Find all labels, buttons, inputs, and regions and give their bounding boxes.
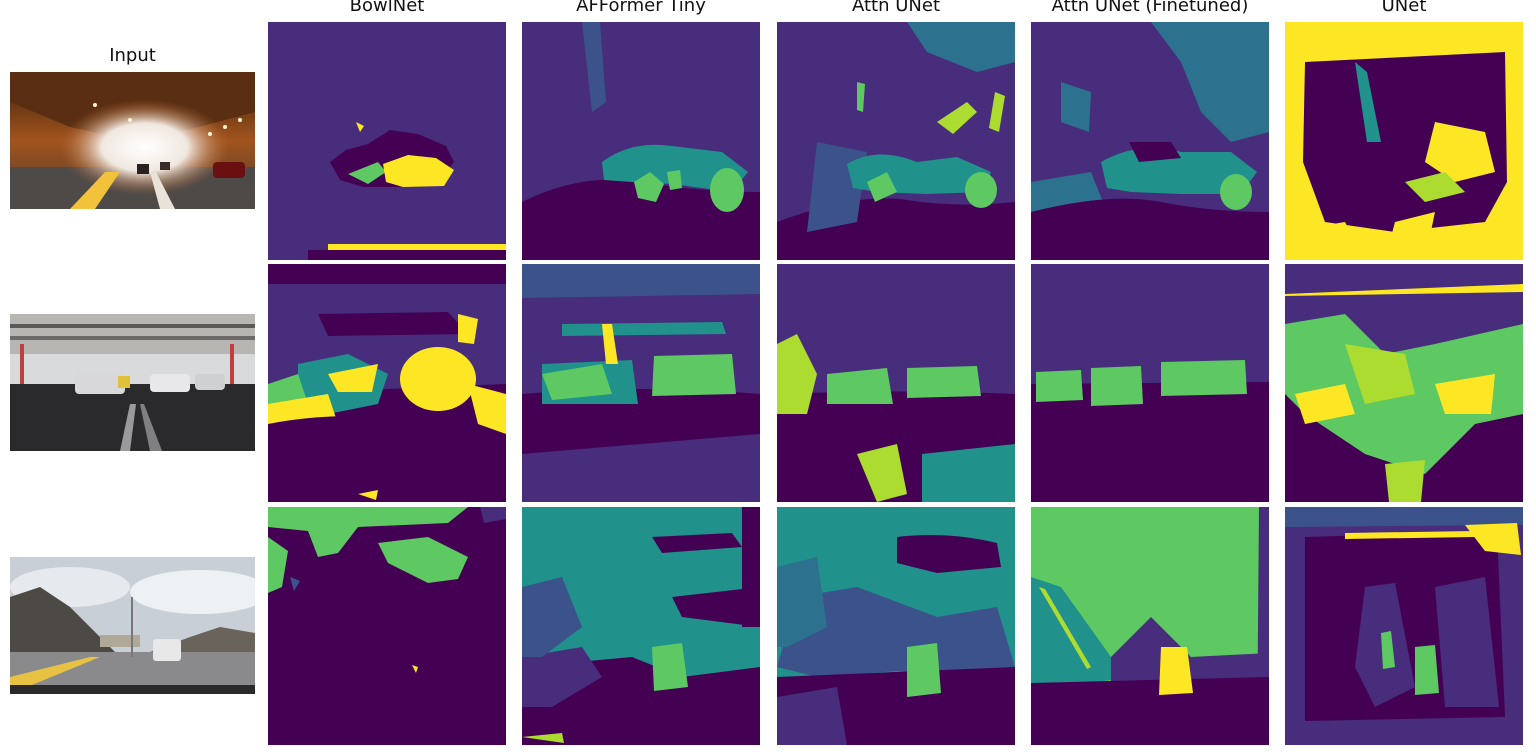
input-photo-tunnel bbox=[10, 72, 255, 209]
column-title-unet: UNet bbox=[1381, 0, 1427, 16]
segmentation-mountain-attn-unet bbox=[777, 507, 1015, 745]
column-title-attn-unet-finetuned: Attn UNet (Finetuned) bbox=[1051, 0, 1249, 16]
column-title-attn-unet: Attn UNet bbox=[851, 0, 940, 16]
column-title-bowlnet: BowlNet bbox=[349, 0, 425, 16]
input-photo-mountain bbox=[10, 557, 255, 694]
segmentation-tunnel-attn-unet bbox=[777, 22, 1015, 260]
input-title: Input bbox=[109, 45, 156, 66]
segmentation-tunnel-attn-unet-finetuned bbox=[1031, 22, 1269, 260]
segmentation-tunnel-unet bbox=[1285, 22, 1523, 260]
input-photo-parking bbox=[10, 314, 255, 451]
segmentation-mountain-afformer-tiny bbox=[522, 507, 760, 745]
segmentation-mountain-attn-unet-finetuned bbox=[1031, 507, 1269, 745]
segmentation-tunnel-afformer-tiny bbox=[522, 22, 760, 260]
segmentation-mountain-unet bbox=[1285, 507, 1523, 745]
segmentation-mountain-bowlnet bbox=[268, 507, 506, 745]
segmentation-parking-attn-unet-finetuned bbox=[1031, 264, 1269, 502]
segmentation-parking-bowlnet bbox=[268, 264, 506, 502]
column-title-afformer-tiny: AFFormer Tiny bbox=[576, 0, 706, 16]
segmentation-parking-unet bbox=[1285, 264, 1523, 502]
segmentation-parking-afformer-tiny bbox=[522, 264, 760, 502]
segmentation-tunnel-bowlnet bbox=[268, 22, 506, 260]
segmentation-parking-attn-unet bbox=[777, 264, 1015, 502]
